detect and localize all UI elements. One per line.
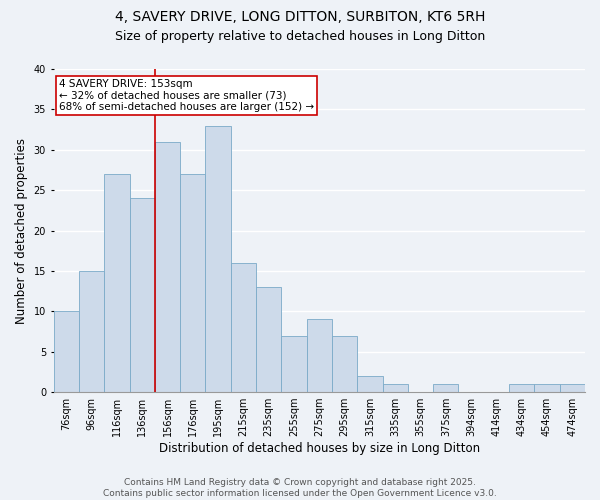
- Bar: [180, 174, 205, 392]
- Bar: [79, 271, 104, 392]
- Bar: [560, 384, 585, 392]
- Bar: [357, 376, 383, 392]
- Bar: [130, 198, 155, 392]
- Bar: [509, 384, 535, 392]
- Bar: [281, 336, 307, 392]
- Bar: [205, 126, 231, 392]
- Bar: [256, 287, 281, 392]
- Text: 4 SAVERY DRIVE: 153sqm
← 32% of detached houses are smaller (73)
68% of semi-det: 4 SAVERY DRIVE: 153sqm ← 32% of detached…: [59, 78, 314, 112]
- Bar: [332, 336, 357, 392]
- Bar: [383, 384, 408, 392]
- Text: Size of property relative to detached houses in Long Ditton: Size of property relative to detached ho…: [115, 30, 485, 43]
- Bar: [53, 312, 79, 392]
- Bar: [231, 263, 256, 392]
- Bar: [307, 320, 332, 392]
- Bar: [433, 384, 458, 392]
- Bar: [535, 384, 560, 392]
- Y-axis label: Number of detached properties: Number of detached properties: [15, 138, 28, 324]
- Bar: [155, 142, 180, 392]
- X-axis label: Distribution of detached houses by size in Long Ditton: Distribution of detached houses by size …: [159, 442, 480, 455]
- Text: Contains HM Land Registry data © Crown copyright and database right 2025.
Contai: Contains HM Land Registry data © Crown c…: [103, 478, 497, 498]
- Bar: [104, 174, 130, 392]
- Text: 4, SAVERY DRIVE, LONG DITTON, SURBITON, KT6 5RH: 4, SAVERY DRIVE, LONG DITTON, SURBITON, …: [115, 10, 485, 24]
